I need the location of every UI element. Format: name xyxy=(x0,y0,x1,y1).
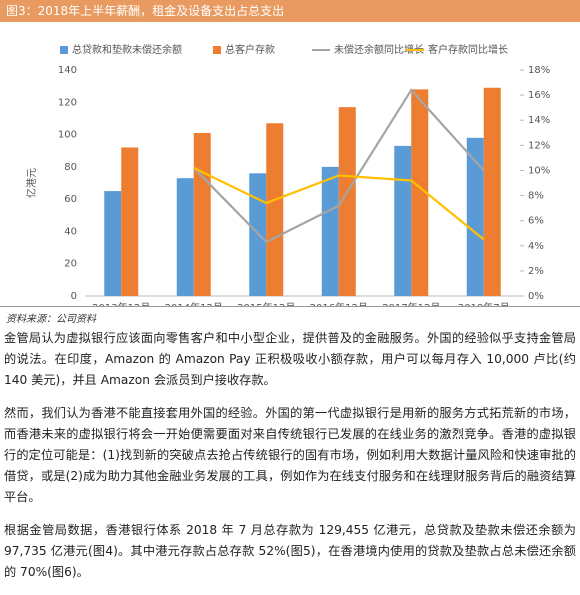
y-tick-label: 40 xyxy=(64,226,77,237)
y2-tick-label: 18% xyxy=(528,65,550,76)
y2-tick-label: 2% xyxy=(528,266,544,277)
y2-tick-label: 10% xyxy=(528,165,550,176)
bar xyxy=(176,178,194,296)
x-tick-label: 2016年12月 xyxy=(310,301,368,306)
bar xyxy=(483,87,501,296)
bar xyxy=(411,89,429,296)
bar xyxy=(394,145,412,296)
x-tick-label: 2015年12月 xyxy=(237,301,295,306)
y-tick-label: 60 xyxy=(64,194,77,205)
x-tick-label: 2014年12月 xyxy=(165,301,223,306)
bar xyxy=(321,166,339,296)
legend-label: 总客户存款 xyxy=(225,43,275,56)
bar xyxy=(466,137,484,296)
line-series xyxy=(193,166,485,241)
source-note: 资料来源：公司资料 xyxy=(6,314,96,325)
y2-tick-label: 16% xyxy=(528,90,550,101)
y2-tick-label: 4% xyxy=(528,241,544,252)
y2-tick-label: 0% xyxy=(528,291,544,302)
bar xyxy=(104,191,122,296)
y-axis-label: 亿港元 xyxy=(25,168,38,198)
divider xyxy=(0,306,580,307)
y-tick-label: 80 xyxy=(64,162,77,173)
page: {"header": "图3：2018年上半年薪酬，租金及设备支出占总支出", … xyxy=(0,0,580,579)
bar xyxy=(193,132,211,296)
paragraph: 金管局认为虚拟银行应该面向零售客户和中小型企业，提供普及的金融服务。外国的经验似… xyxy=(4,331,576,387)
legend-swatch xyxy=(60,46,68,54)
legend-label: 未偿还余额同比增长 xyxy=(334,43,424,56)
y-tick-label: 20 xyxy=(64,259,77,270)
bar xyxy=(121,147,139,296)
paragraph: 根据金管局数据，香港银行体系 2018 年 7 月总存款为 129,455 亿港… xyxy=(4,523,576,579)
y-tick-label: 0 xyxy=(71,291,77,302)
y2-tick-label: 14% xyxy=(528,115,550,126)
x-tick-label: 2013年12月 xyxy=(92,301,150,306)
bar xyxy=(338,107,356,296)
y2-tick-label: 12% xyxy=(528,140,550,151)
chart: 0 20 40 60 80 100 120 140 0% 2% 4% 6% 8% 10% 12% 14% 16%… xyxy=(25,43,550,306)
x-tick-label: 2017年12月 xyxy=(382,301,440,306)
y-tick-label: 100 xyxy=(58,130,77,141)
y-tick-label: 120 xyxy=(58,97,77,108)
y2-tick-label: 8% xyxy=(528,191,544,202)
legend-label: 客户存款同比增长 xyxy=(428,43,508,56)
y2-tick-label: 6% xyxy=(528,216,544,227)
legend-label: 总贷款和垫款未偿还余额 xyxy=(72,43,182,56)
bar xyxy=(266,123,284,297)
figure-header: 图3：2018年上半年薪酬，租金及设备支出占总支出 xyxy=(0,0,580,22)
line-series xyxy=(192,88,485,244)
body-text: 金管局认为虚拟银行应该面向零售客户和中小型企业，提供普及的金融服务。外国的经验似… xyxy=(4,328,576,595)
y-tick-label: 140 xyxy=(58,65,77,76)
legend-swatch xyxy=(213,46,221,54)
paragraph: 然而，我们认为香港不能直接套用外国的经验。外国的第一代虚拟银行是用新的服务方式拓… xyxy=(4,406,576,504)
